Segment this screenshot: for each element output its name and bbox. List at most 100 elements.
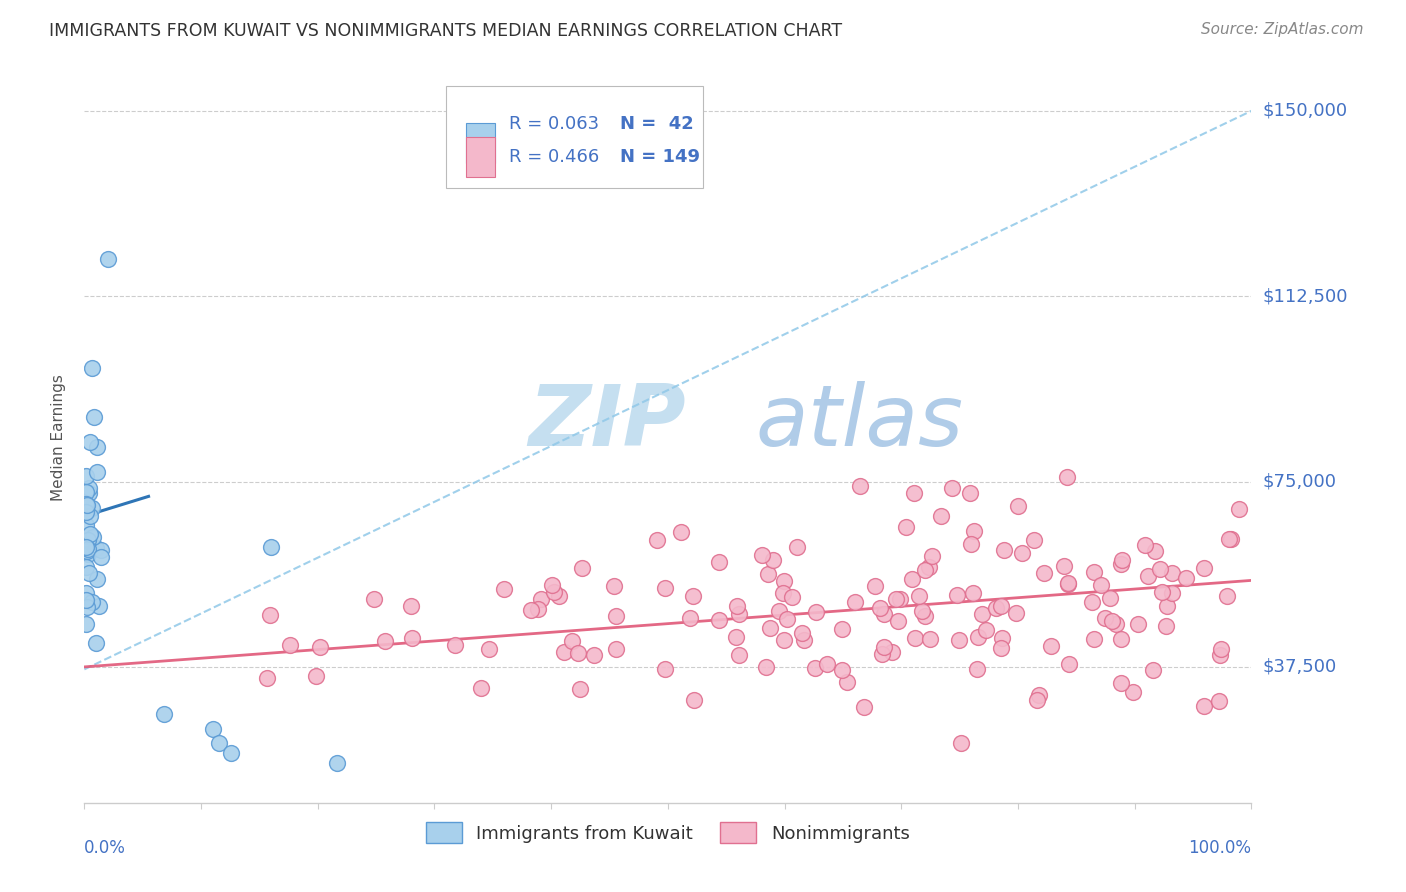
Point bbox=[75, 517, 97, 532]
Point bbox=[903, 485, 925, 500]
Point bbox=[1215, 590, 1237, 604]
Point bbox=[728, 607, 751, 622]
Point bbox=[259, 608, 281, 623]
Point bbox=[77, 566, 100, 581]
Point bbox=[86, 465, 108, 479]
Point bbox=[80, 361, 103, 376]
Point bbox=[1028, 689, 1050, 703]
Point bbox=[1144, 544, 1167, 558]
Point bbox=[1109, 632, 1132, 647]
Point bbox=[526, 602, 548, 616]
Point bbox=[962, 586, 984, 600]
Point bbox=[671, 524, 693, 539]
Point bbox=[1101, 614, 1123, 628]
Point bbox=[837, 675, 859, 690]
Point bbox=[76, 542, 98, 557]
Point bbox=[1053, 559, 1076, 574]
Point bbox=[84, 541, 107, 556]
Point bbox=[1149, 562, 1171, 576]
Text: 0.0%: 0.0% bbox=[84, 839, 127, 857]
Text: $112,500: $112,500 bbox=[1263, 287, 1348, 305]
Point bbox=[1160, 586, 1182, 600]
Point bbox=[79, 527, 101, 541]
Point bbox=[1137, 568, 1160, 582]
Point bbox=[792, 625, 814, 640]
Point bbox=[848, 478, 870, 492]
Point bbox=[707, 555, 730, 569]
Point bbox=[831, 622, 853, 636]
Point bbox=[89, 549, 111, 564]
Point bbox=[478, 641, 501, 656]
Point bbox=[1192, 698, 1215, 713]
Point bbox=[75, 505, 97, 519]
Point bbox=[308, 640, 330, 655]
Point bbox=[815, 657, 838, 672]
Text: IMMIGRANTS FROM KUWAIT VS NONIMMIGRANTS MEDIAN EARNINGS CORRELATION CHART: IMMIGRANTS FROM KUWAIT VS NONIMMIGRANTS … bbox=[49, 22, 842, 40]
Point bbox=[762, 553, 785, 567]
Point bbox=[725, 599, 748, 613]
Point bbox=[1099, 591, 1122, 606]
Point bbox=[605, 608, 627, 623]
Point bbox=[755, 660, 778, 674]
Point bbox=[259, 540, 281, 554]
Point bbox=[80, 595, 103, 609]
Point bbox=[605, 642, 627, 657]
Point bbox=[374, 634, 396, 648]
Point bbox=[873, 640, 896, 655]
Point bbox=[444, 638, 467, 652]
Point bbox=[530, 592, 553, 607]
Bar bbox=[465, 137, 495, 178]
Point bbox=[82, 530, 104, 544]
Point bbox=[1081, 595, 1104, 609]
Point bbox=[494, 582, 516, 596]
Point bbox=[1227, 502, 1250, 516]
Point bbox=[1026, 692, 1049, 706]
Point bbox=[520, 603, 543, 617]
Point bbox=[793, 632, 815, 647]
Point bbox=[1094, 611, 1116, 625]
Point bbox=[880, 645, 903, 659]
Point bbox=[470, 681, 492, 695]
Point bbox=[993, 542, 1015, 557]
Point bbox=[1007, 500, 1029, 514]
Point bbox=[901, 573, 924, 587]
Point bbox=[399, 599, 422, 613]
Text: ZIP: ZIP bbox=[527, 381, 686, 464]
Point bbox=[1142, 663, 1164, 677]
Point bbox=[1109, 557, 1132, 571]
Point bbox=[907, 589, 929, 603]
Text: 100.0%: 100.0% bbox=[1188, 839, 1251, 857]
Point bbox=[970, 607, 993, 621]
Point bbox=[682, 590, 704, 604]
Point bbox=[984, 601, 1007, 615]
Point bbox=[567, 646, 589, 660]
Point bbox=[153, 706, 176, 721]
Point bbox=[77, 485, 100, 500]
Point bbox=[751, 548, 773, 562]
Point bbox=[772, 586, 794, 600]
Point bbox=[76, 544, 98, 558]
Point bbox=[1022, 533, 1045, 547]
Point bbox=[1059, 657, 1081, 672]
Point bbox=[1219, 532, 1241, 546]
Point bbox=[727, 648, 749, 662]
Point bbox=[583, 648, 606, 662]
Point bbox=[1105, 617, 1128, 632]
Point bbox=[1040, 639, 1063, 653]
Point bbox=[1004, 607, 1026, 621]
Point bbox=[75, 497, 97, 511]
Point bbox=[603, 579, 626, 593]
Point bbox=[1083, 566, 1105, 580]
Point bbox=[553, 645, 575, 659]
Point bbox=[76, 499, 98, 513]
Point bbox=[803, 661, 825, 675]
Point bbox=[966, 661, 988, 675]
Point bbox=[768, 604, 790, 618]
Point bbox=[772, 574, 794, 588]
Point bbox=[543, 585, 565, 599]
Point bbox=[75, 586, 97, 600]
Y-axis label: Median Earnings: Median Earnings bbox=[51, 374, 66, 500]
Point bbox=[929, 509, 952, 524]
Point bbox=[305, 669, 328, 683]
Point bbox=[950, 737, 973, 751]
